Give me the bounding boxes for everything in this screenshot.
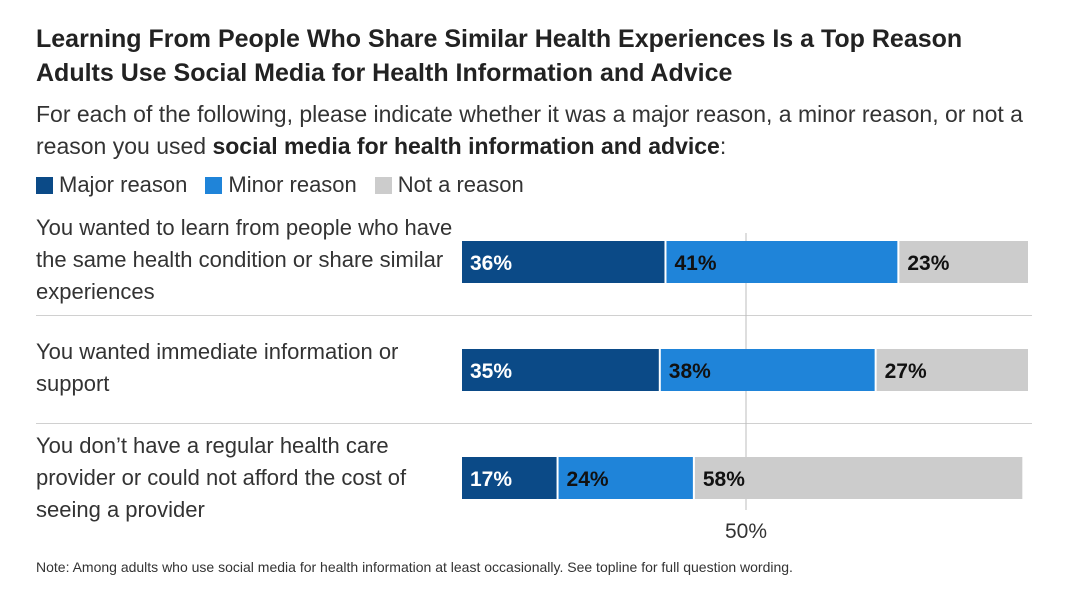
legend-swatch-major xyxy=(36,176,53,194)
bar-major-row-1 xyxy=(462,241,665,283)
subtitle-emphasis: social media for health information and … xyxy=(212,133,720,159)
bar-major-row-3 xyxy=(462,457,557,499)
legend-swatch-not xyxy=(374,176,392,194)
data-label-minor-row-2: 38% xyxy=(669,360,711,383)
row-divider xyxy=(36,423,1032,424)
row-label-learn-from-people: You wanted to learn from people who have… xyxy=(36,215,453,304)
data-label-major-row-1: 36% xyxy=(470,252,512,275)
data-label-not-row-1: 23% xyxy=(907,252,949,275)
bar-not-row-2 xyxy=(876,349,1028,391)
reference-line-label: 50% xyxy=(725,520,767,543)
data-label-not-row-2: 27% xyxy=(885,360,927,383)
row-divider xyxy=(36,315,1032,316)
chart-legend: Major reason Minor reason Not a reason xyxy=(36,172,542,198)
data-label-major-row-2: 35% xyxy=(470,360,512,383)
bar-minor-row-1 xyxy=(666,241,898,283)
chart-subtitle: For each of the following, please indica… xyxy=(36,98,1036,162)
chart-title: Learning From People Who Share Similar H… xyxy=(36,25,963,87)
bar-minor-row-2 xyxy=(660,349,875,391)
legend-label-not: Not a reason xyxy=(397,172,524,197)
subtitle-suffix: : xyxy=(719,133,727,159)
data-label-minor-row-1: 41% xyxy=(674,252,716,275)
legend-item-not: Not a reason xyxy=(374,172,524,198)
bar-minor-row-3 xyxy=(558,457,693,499)
row-label-immediate-info: You wanted immediate information or supp… xyxy=(36,339,399,396)
data-label-major-row-3: 17% xyxy=(470,468,512,491)
bar-not-row-1 xyxy=(899,241,1028,283)
bar-not-row-3 xyxy=(694,457,1023,499)
chart-note: Note: Among adults who use social media … xyxy=(36,559,793,575)
legend-label-major: Major reason xyxy=(59,172,188,197)
legend-swatch-minor xyxy=(205,176,223,194)
bar-major-row-2 xyxy=(462,349,659,391)
data-label-minor-row-3: 24% xyxy=(567,468,609,491)
row-label-no-provider: You don’t have a regular health care pro… xyxy=(36,433,407,522)
legend-item-minor: Minor reason xyxy=(205,172,357,198)
subtitle-prefix: For each of the following, please indica… xyxy=(36,101,1023,159)
legend-item-major: Major reason xyxy=(36,172,187,198)
legend-label-minor: Minor reason xyxy=(228,172,357,197)
data-label-not-row-3: 58% xyxy=(703,468,745,491)
